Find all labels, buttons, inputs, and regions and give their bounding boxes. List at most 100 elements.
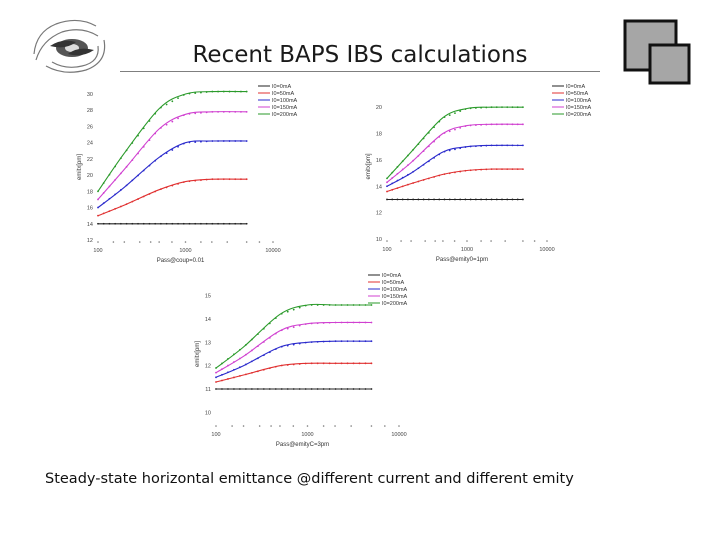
series-point: [490, 198, 493, 201]
series-point: [125, 149, 128, 152]
series-point: [459, 126, 462, 129]
series-point: [459, 198, 462, 201]
series-point: [407, 173, 409, 176]
series-point: [200, 91, 202, 94]
series-point: [286, 364, 289, 366]
series-point: [239, 388, 241, 390]
x-minor-tick: [384, 425, 386, 427]
series-point: [215, 376, 217, 379]
series-point: [298, 324, 301, 327]
series-point: [454, 148, 456, 151]
series-point: [159, 106, 162, 109]
series-point: [227, 388, 229, 390]
series-point: [194, 112, 197, 115]
series-point: [427, 198, 430, 201]
series-point: [234, 110, 237, 113]
series-point: [480, 168, 482, 171]
series-point: [490, 168, 493, 171]
series-point: [407, 154, 409, 157]
series-point: [501, 144, 503, 147]
series-point: [221, 373, 223, 376]
series-point: [131, 222, 134, 225]
series-point: [108, 222, 111, 225]
series-point: [108, 210, 111, 212]
series-point: [233, 376, 235, 379]
series-point: [200, 222, 202, 225]
series-point: [221, 362, 223, 365]
series-point: [217, 222, 219, 225]
series-point: [200, 140, 202, 143]
series-point: [240, 178, 242, 181]
series-point: [245, 90, 248, 93]
y-axis-label: emitx[pm]: [366, 153, 372, 179]
series-point: [211, 222, 214, 225]
series-point: [358, 340, 361, 343]
x-minor-tick: [184, 241, 187, 243]
series-point: [256, 333, 259, 336]
series-point: [427, 145, 430, 148]
series-line: [97, 178, 247, 217]
x-minor-tick: [442, 240, 444, 242]
y-tick-label: 12: [205, 364, 211, 370]
x-axis-label: Pass@emity0=1pm: [436, 257, 488, 263]
y-tick-label: 26: [87, 124, 93, 130]
series-point: [137, 222, 139, 225]
series-point: [227, 371, 229, 374]
legend-label: I0=200mA: [382, 301, 408, 307]
series-point: [407, 198, 409, 201]
series-point: [222, 90, 225, 93]
series-point: [417, 180, 420, 183]
series-point: [286, 388, 289, 390]
series-point: [346, 388, 349, 390]
series-point: [370, 321, 373, 324]
series-point: [401, 185, 404, 188]
series-point: [427, 132, 430, 134]
series-point: [401, 168, 404, 171]
series-point: [485, 106, 488, 109]
series-point: [211, 178, 214, 181]
series-point: [448, 149, 451, 152]
x-tick-label: 10000: [265, 248, 280, 254]
series-point: [268, 367, 271, 370]
series-point: [131, 159, 134, 162]
series-point: [386, 198, 388, 201]
series-point: [262, 341, 265, 343]
x-minor-tick: [466, 240, 468, 242]
series-point: [245, 140, 248, 142]
series-point: [340, 362, 343, 365]
x-minor-tick: [112, 241, 115, 243]
series-point: [516, 123, 519, 126]
series-point: [244, 388, 247, 390]
series-point: [262, 327, 265, 330]
series-point: [427, 160, 430, 163]
series-point: [286, 310, 289, 313]
series-point: [97, 222, 99, 225]
series-point: [148, 222, 151, 225]
series-point: [438, 174, 441, 177]
series-point: [280, 345, 283, 348]
series-point: [194, 222, 197, 225]
series-point: [480, 198, 482, 201]
series-point: [292, 308, 295, 311]
series-point: [262, 354, 265, 357]
x-minor-tick: [424, 240, 426, 242]
series-point: [501, 198, 503, 201]
series-point: [142, 169, 145, 172]
series-point: [256, 388, 259, 390]
series-point: [292, 326, 295, 329]
series-point: [262, 368, 265, 371]
series-point: [352, 388, 355, 390]
series-point: [292, 388, 295, 390]
series-point: [391, 198, 394, 201]
series-point: [396, 187, 399, 190]
x-minor-tick: [272, 241, 274, 243]
series-point: [469, 169, 472, 172]
series-point: [137, 134, 139, 137]
series-point: [328, 340, 331, 343]
series-point: [142, 222, 145, 225]
series-point: [215, 367, 217, 369]
series-point: [148, 139, 151, 142]
x-minor-tick: [400, 240, 402, 242]
